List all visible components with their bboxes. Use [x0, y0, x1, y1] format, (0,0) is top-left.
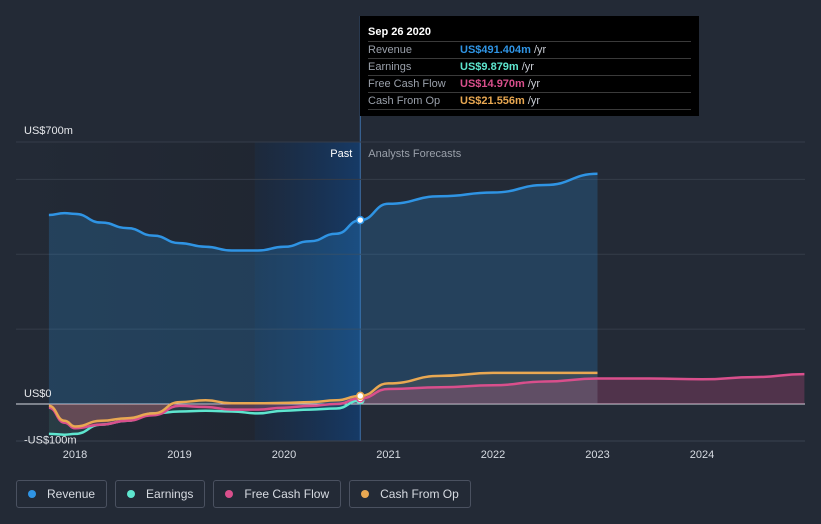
legend-item-earnings[interactable]: Earnings — [115, 480, 206, 508]
tooltip-value: US$9.879m — [460, 61, 519, 73]
cash-from-op-line-past — [48, 394, 361, 428]
tooltip-row-cash-from-op: Cash From Op US$21.556m /yr — [368, 92, 691, 110]
y-axis-zero-label: US$0 — [24, 388, 52, 400]
tooltip-row-free-cash-flow: Free Cash Flow US$14.970m /yr — [368, 75, 691, 92]
tooltip-row-revenue: Revenue US$491.404m /yr — [368, 41, 691, 58]
legend-label: Revenue — [47, 487, 96, 501]
legend-dot-icon — [127, 490, 136, 498]
legend: Revenue Earnings Free Cash Flow Cash Fro… — [16, 480, 471, 508]
tooltip-label: Free Cash Flow — [368, 78, 446, 90]
x-tick-label: 2023 — [585, 449, 609, 461]
earnings-line-past — [48, 399, 361, 436]
x-tick-label: 2020 — [272, 449, 296, 461]
legend-label: Free Cash Flow — [244, 487, 330, 501]
tooltip-label: Cash From Op — [368, 95, 441, 107]
legend-item-cash-from-op[interactable]: Cash From Op — [349, 480, 471, 508]
x-tick-label: 2021 — [376, 449, 400, 461]
free-cash-flow-area-past — [48, 398, 361, 429]
legend-label: Cash From Op — [380, 487, 459, 501]
legend-dot-icon — [225, 490, 234, 498]
highlight-band — [254, 142, 361, 441]
y-axis-top-label: US$700m — [24, 125, 73, 137]
tooltip-value: US$21.556m — [460, 95, 525, 107]
free-cash-flow-line-past — [48, 397, 361, 430]
tooltip-unit: /yr — [521, 61, 534, 73]
free-cash-flow-area-forecast — [360, 374, 805, 404]
past-label: Past — [330, 148, 352, 160]
y-axis-neg-label: -US$100m — [24, 434, 77, 446]
tooltip: Sep 26 2020 Revenue US$491.404m /yr Earn… — [360, 16, 699, 116]
free-cash-flow-line-forecast — [360, 372, 805, 400]
x-tick-label: 2024 — [690, 449, 714, 461]
revenue-area-forecast — [360, 173, 598, 404]
revenue-line-past — [48, 211, 361, 252]
tooltip-unit: /yr — [527, 95, 541, 107]
tooltip-unit: /yr — [533, 44, 547, 56]
legend-dot-icon — [28, 490, 36, 498]
revenue-area-past — [48, 213, 361, 404]
tooltip-date: Sep 26 2020 — [368, 26, 431, 38]
tooltip-label: Revenue — [368, 44, 413, 56]
forecast-label: Analysts Forecasts — [368, 148, 461, 160]
x-tick-label: 2018 — [63, 449, 87, 461]
x-tick-label: 2019 — [167, 449, 191, 461]
legend-label: Earnings — [146, 487, 194, 501]
revenue-marker — [356, 215, 365, 225]
tooltip-unit: /yr — [527, 78, 541, 90]
tooltip-label: Earnings — [368, 61, 412, 73]
x-tick-label: 2022 — [481, 449, 505, 461]
tooltip-value: US$14.970m — [460, 78, 525, 90]
revenue-line-forecast — [360, 172, 598, 222]
legend-item-revenue[interactable]: Revenue — [16, 480, 108, 508]
legend-item-free-cash-flow[interactable]: Free Cash Flow — [213, 480, 342, 508]
legend-dot-icon — [361, 490, 370, 498]
cash-from-op-line-forecast — [360, 371, 598, 398]
tooltip-value: US$491.404m — [460, 44, 531, 56]
tooltip-row-earnings: Earnings US$9.879m /yr — [368, 58, 691, 75]
cash-from-op-marker — [356, 391, 365, 401]
